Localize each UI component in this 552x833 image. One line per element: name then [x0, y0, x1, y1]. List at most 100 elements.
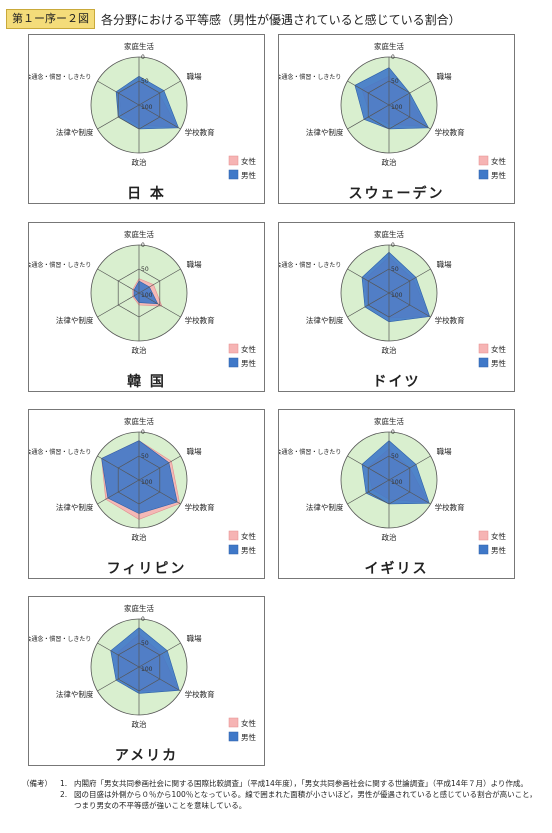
tick-label: 100: [391, 292, 403, 299]
tick-label: 100: [141, 479, 153, 486]
legend-swatch-male: [228, 731, 239, 742]
tick-label: 50: [141, 78, 149, 85]
country-label: 日 本: [127, 186, 166, 202]
country-label: アメリカ: [114, 748, 179, 764]
axis-spoke: [97, 455, 140, 481]
axis-label: 法律や制度: [56, 127, 94, 137]
chart-panel-germany: 050100家庭生活職場学校教育政治法律や制度社会通念・慣習・しきたり女性男性 …: [278, 222, 515, 392]
axis-spoke: [97, 292, 140, 318]
legend-label-female: 女性: [491, 344, 506, 354]
axis-label: 家庭生活: [374, 41, 404, 51]
axis-label: 社会通念・慣習・しきたり: [279, 448, 341, 456]
tick-label: 100: [391, 104, 403, 111]
legend-swatch-female: [478, 155, 489, 166]
tick-label: 100: [141, 104, 153, 111]
legend-swatch-female: [228, 717, 239, 728]
axis-spoke: [388, 268, 431, 294]
tick-label: 0: [141, 429, 145, 436]
axis-label: 家庭生活: [124, 41, 154, 51]
legend-label-male: 男性: [491, 545, 506, 555]
axis-label: 学校教育: [435, 127, 465, 137]
axis-spoke: [388, 455, 431, 481]
axis-label: 法律や制度: [56, 689, 94, 699]
notes: （備考） 1. 内閣府「男女共同参画社会に関する国際比較調査」（平成14年度），…: [22, 778, 542, 811]
notes-lead: （備考）: [22, 779, 52, 788]
axis-label: 職場: [437, 71, 452, 81]
legend-swatch-male: [228, 169, 239, 180]
axis-label: 職場: [187, 71, 202, 81]
axis-label: 社会通念・慣習・しきたり: [29, 73, 91, 81]
legend-label-female: 女性: [491, 531, 506, 541]
axis-label: 職場: [187, 446, 202, 456]
axis-spoke: [138, 292, 181, 318]
axis-label: 法律や制度: [56, 502, 94, 512]
axis-spoke: [97, 80, 140, 106]
legend-swatch-female: [228, 155, 239, 166]
axis-label: 家庭生活: [374, 229, 404, 239]
legend-swatch-male: [478, 169, 489, 180]
axis-label: 法律や制度: [306, 315, 344, 325]
axis-label: 政治: [132, 532, 147, 542]
tick-label: 0: [391, 54, 395, 61]
chart-panel-japan: 050100家庭生活職場学校教育政治法律や制度社会通念・慣習・しきたり女性男性 …: [28, 34, 265, 204]
note-text: 図の目盛は外側から０％から100％となっている。線で囲まれた面積が小さいほど，男…: [74, 790, 537, 810]
axis-spoke: [138, 666, 181, 692]
axis-label: 社会通念・慣習・しきたり: [279, 261, 341, 269]
axis-spoke: [347, 479, 390, 505]
axis-spoke: [347, 455, 390, 481]
axis-spoke: [97, 479, 140, 505]
axis-label: 社会通念・慣習・しきたり: [29, 261, 91, 269]
axis-label: 政治: [382, 532, 397, 542]
axis-spoke: [138, 479, 181, 505]
axis-spoke: [138, 642, 181, 668]
axis-label: 学校教育: [185, 315, 215, 325]
axis-spoke: [97, 104, 140, 130]
axis-spoke: [138, 268, 181, 294]
tick-label: 0: [391, 242, 395, 249]
legend-label-male: 男性: [491, 358, 506, 368]
legend-label-male: 男性: [241, 732, 256, 742]
country-label: フィリピン: [106, 561, 187, 577]
tick-label: 100: [141, 292, 153, 299]
axis-label: 法律や制度: [306, 127, 344, 137]
axis-label: 社会通念・慣習・しきたり: [29, 635, 91, 643]
note-text: 内閣府「男女共同参画社会に関する国際比較調査」（平成14年度），「男女共同参画社…: [74, 779, 528, 788]
chart-panel-korea: 050100家庭生活職場学校教育政治法律や制度社会通念・慣習・しきたり女性男性 …: [28, 222, 265, 392]
axis-label: 政治: [382, 345, 397, 355]
country-label: ドイツ: [372, 374, 421, 390]
country-label: イギリス: [364, 561, 429, 577]
tick-label: 0: [141, 54, 145, 61]
axis-label: 政治: [132, 345, 147, 355]
axis-label: 職場: [187, 259, 202, 269]
legend-label-female: 女性: [241, 344, 256, 354]
axis-label: 職場: [437, 259, 452, 269]
legend-label-male: 男性: [241, 545, 256, 555]
tick-label: 50: [391, 266, 399, 273]
axis-label: 政治: [382, 157, 397, 167]
figure-header: 第１ー序ー２図 各分野における平等感（男性が優遇されていると感じている割合）: [6, 8, 461, 30]
axis-label: 家庭生活: [374, 416, 404, 426]
legend-label-male: 男性: [491, 170, 506, 180]
tick-label: 100: [391, 479, 403, 486]
tick-label: 50: [391, 78, 399, 85]
axis-spoke: [347, 292, 390, 318]
tick-label: 50: [391, 453, 399, 460]
chart-panel-uk: 050100家庭生活職場学校教育政治法律や制度社会通念・慣習・しきたり女性男性 …: [278, 409, 515, 579]
note-number: 2.: [60, 790, 68, 799]
legend-swatch-female: [478, 530, 489, 541]
axis-spoke: [138, 455, 181, 481]
axis-spoke: [138, 80, 181, 106]
axis-spoke: [388, 80, 431, 106]
legend-label-female: 女性: [241, 156, 256, 166]
axis-spoke: [97, 642, 140, 668]
axis-label: 学校教育: [185, 127, 215, 137]
country-label: 韓 国: [127, 374, 166, 390]
tick-label: 100: [141, 666, 153, 673]
axis-spoke: [97, 268, 140, 294]
axis-label: 職場: [437, 446, 452, 456]
